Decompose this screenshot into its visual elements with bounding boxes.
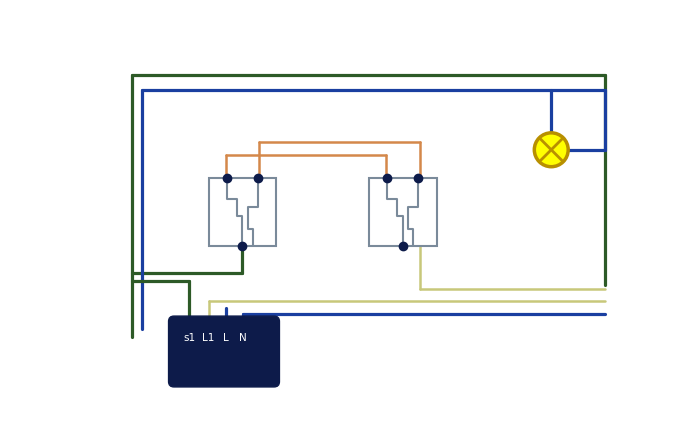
Text: L1: L1 [202, 334, 215, 343]
Bar [209, 178, 276, 246]
Text: L: L [223, 334, 229, 343]
Text: N: N [239, 334, 247, 343]
Circle shape [534, 133, 568, 167]
Bar [369, 178, 437, 246]
Text: s1: s1 [183, 334, 195, 343]
FancyBboxPatch shape [169, 316, 279, 387]
